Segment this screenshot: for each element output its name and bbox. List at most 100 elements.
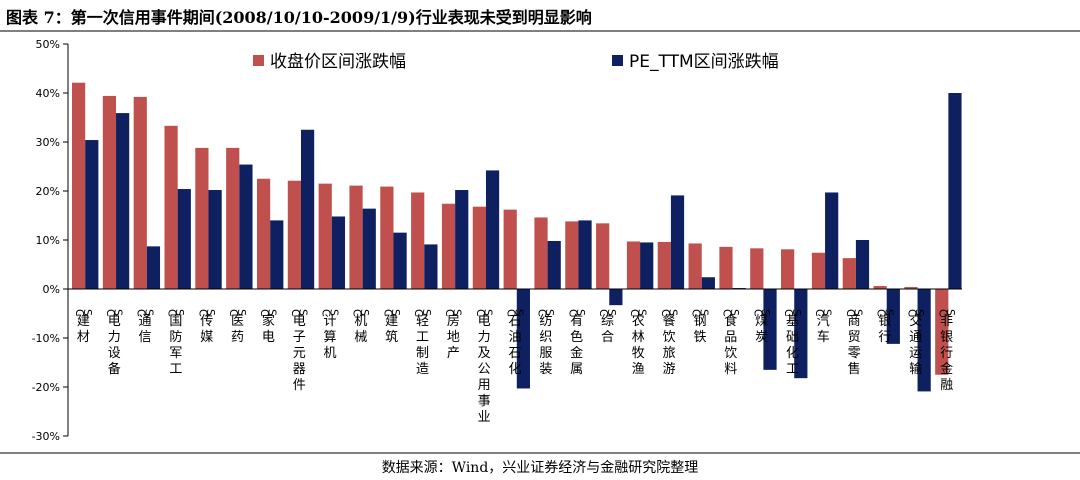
bar-pe-ttm <box>609 289 623 306</box>
bottom-rule <box>0 452 1080 454</box>
category-label: CS 综合 <box>597 309 618 345</box>
bar-pe-ttm <box>794 289 808 379</box>
y-tick-label: -20% <box>32 381 60 394</box>
bar-pe-ttm <box>485 170 500 289</box>
y-tick-label: 40% <box>36 87 60 100</box>
category-label: CS 国防军工 <box>166 309 187 377</box>
bar-pe-ttm <box>948 93 962 289</box>
bar-close-price <box>873 286 887 289</box>
bar-close-price <box>349 185 363 289</box>
top-rule <box>0 30 1080 32</box>
legend-swatch-close-price <box>253 55 264 66</box>
bar-pe-ttm <box>362 208 376 289</box>
bar-close-price <box>441 203 456 289</box>
category-label: CS 钢铁 <box>690 309 711 345</box>
legend-label-close-price: 收盘价区间涨跌幅 <box>270 52 406 72</box>
chart-legend: 收盘价区间涨跌幅 PE_TTM区间涨跌幅 <box>253 52 779 72</box>
category-label: CS 机械 <box>351 309 372 345</box>
bar-close-price <box>226 147 240 289</box>
bar-pe-ttm <box>116 113 130 289</box>
bar-pe-ttm <box>424 244 438 289</box>
bar-pe-ttm <box>670 195 685 289</box>
category-label: CS 电力及公用事业 <box>474 309 495 425</box>
category-label: CS 通信 <box>135 309 156 345</box>
bar-close-price <box>287 180 301 289</box>
y-tick-label: 30% <box>36 136 60 149</box>
category-label: CS 餐饮旅游 <box>659 309 680 377</box>
bar-close-price <box>164 125 178 289</box>
bar-pe-ttm <box>208 190 222 289</box>
bar-pe-ttm <box>701 277 715 289</box>
category-label: CS 计算机 <box>320 309 341 361</box>
category-label: CS 商贸零售 <box>844 309 865 377</box>
bar-close-price <box>503 209 517 289</box>
bar-close-price <box>195 147 209 289</box>
category-label: CS 医药 <box>227 309 248 345</box>
bar-close-price <box>904 287 918 289</box>
legend-swatch-pe-ttm <box>612 55 623 66</box>
bar-pe-ttm <box>547 240 561 289</box>
y-tick-label: 0% <box>43 283 60 296</box>
category-label: CS 农林牧渔 <box>628 309 649 377</box>
category-label: CS 煤炭 <box>751 309 772 345</box>
bar-close-price <box>72 82 86 290</box>
category-label: CS 轻工制造 <box>412 309 433 377</box>
bar-close-price <box>472 206 486 289</box>
y-tick-label: -10% <box>32 332 60 345</box>
category-label: CS 非银行金融 <box>936 309 957 393</box>
bars <box>72 82 962 392</box>
bar-pe-ttm <box>825 192 839 289</box>
bar-pe-ttm <box>85 140 99 289</box>
bar-close-price <box>256 178 271 289</box>
bar-close-price <box>318 183 332 289</box>
category-label: CS 建筑 <box>381 309 402 345</box>
bar-pe-ttm <box>146 246 161 289</box>
bar-close-price <box>411 192 425 289</box>
category-label: CS 汽车 <box>813 309 834 345</box>
bar-pe-ttm <box>300 129 315 289</box>
bar-close-price <box>688 243 702 289</box>
y-axis: 50% 40% 30% 20% 10% 0% -10% -20% -30% <box>32 38 962 443</box>
bar-close-price <box>380 186 394 289</box>
category-label: CS 电力设备 <box>104 309 125 377</box>
category-label: CS 建材 <box>73 309 94 345</box>
category-label: CS 食品饮料 <box>720 309 741 377</box>
bar-pe-ttm <box>455 190 469 289</box>
bar-close-price <box>750 248 764 289</box>
legend-label-pe-ttm: PE_TTM区间涨跌幅 <box>629 52 779 72</box>
bar-close-price <box>133 96 147 289</box>
bar-pe-ttm <box>516 289 530 389</box>
figure-source: 数据来源：Wind，兴业证券经济与金融研究院整理 <box>381 460 699 476</box>
bar-close-price <box>935 289 949 375</box>
bar-pe-ttm <box>917 289 931 392</box>
bar-close-price <box>719 246 733 289</box>
y-tick-label: -30% <box>32 430 60 443</box>
category-label: CS 基础化工 <box>782 309 803 377</box>
bar-pe-ttm <box>331 216 346 289</box>
figure-title: 图表 7：第一次信用事件期间(2008/10/10-2009/1/9)行业表现未… <box>6 8 592 27</box>
bar-pe-ttm <box>763 289 777 370</box>
category-label: CS 石油石化 <box>505 309 526 377</box>
bar-close-price <box>811 252 826 289</box>
bar-close-price <box>565 221 579 289</box>
category-label: CS 纺织服装 <box>535 309 556 377</box>
bar-pe-ttm <box>239 164 253 289</box>
bar-close-price <box>657 241 671 289</box>
category-label: CS 家电 <box>258 309 279 345</box>
category-label: CS 银行 <box>875 309 896 345</box>
y-tick-label: 20% <box>36 185 60 198</box>
bar-close-price <box>596 223 610 289</box>
y-tick-label: 10% <box>36 234 60 247</box>
bar-pe-ttm <box>855 240 870 289</box>
y-tick-label: 50% <box>36 38 60 51</box>
bar-pe-ttm <box>393 232 407 289</box>
bar-pe-ttm <box>640 242 654 289</box>
category-label: CS 传媒 <box>196 309 217 345</box>
bar-chart: 收盘价区间涨跌幅 PE_TTM区间涨跌幅 50% 40% 30% 20% 10% 0% -1… <box>32 38 962 443</box>
bar-close-price <box>842 258 856 289</box>
bar-pe-ttm <box>886 289 900 344</box>
bar-pe-ttm <box>270 220 284 289</box>
bar-close-price <box>781 249 795 289</box>
bar-pe-ttm <box>177 189 191 289</box>
category-label: CS 有色金属 <box>566 309 587 377</box>
